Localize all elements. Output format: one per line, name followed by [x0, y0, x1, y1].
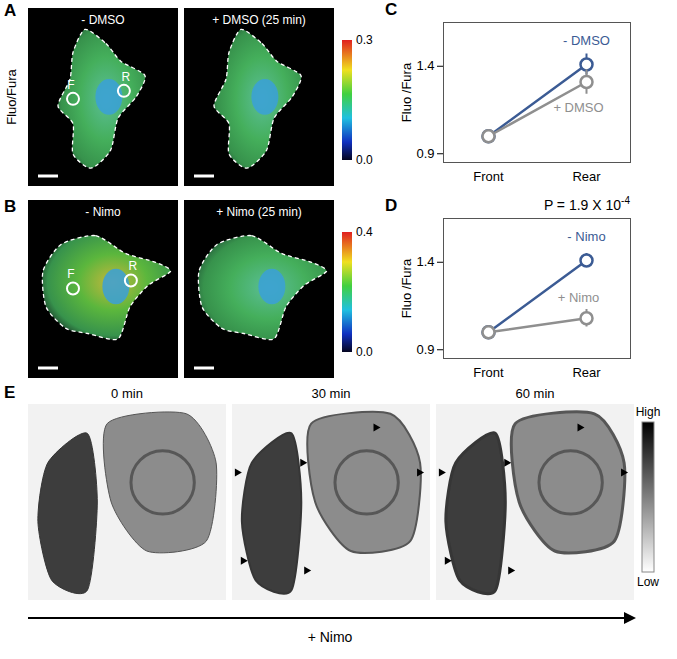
- svg-text:Front: Front: [473, 169, 504, 184]
- svg-text:- DMSO: - DMSO: [81, 13, 124, 27]
- svg-text:60 min: 60 min: [515, 386, 554, 401]
- svg-text:+ Nimo: + Nimo: [558, 290, 600, 305]
- svg-text:- Nimo: - Nimo: [567, 229, 605, 244]
- svg-text:- DMSO: - DMSO: [563, 33, 610, 48]
- svg-text:+ DMSO (25 min): + DMSO (25 min): [212, 13, 306, 27]
- svg-text:0.3: 0.3: [356, 33, 373, 47]
- svg-text:0.4: 0.4: [356, 225, 373, 239]
- svg-text:Fluo /Fura: Fluo /Fura: [399, 258, 414, 318]
- svg-text:F: F: [67, 78, 74, 92]
- svg-text:Fluo/Fura: Fluo/Fura: [4, 68, 19, 124]
- svg-text:0 min: 0 min: [111, 386, 143, 401]
- svg-text:1.4: 1.4: [416, 58, 434, 73]
- svg-text:0.9: 0.9: [416, 146, 434, 161]
- html-text:D: D: [385, 196, 398, 215]
- svg-text:- Nimo: - Nimo: [85, 205, 121, 219]
- svg-text:0.0: 0.0: [356, 345, 373, 359]
- svg-text:B: B: [4, 197, 16, 216]
- svg-text:R: R: [129, 259, 138, 273]
- svg-text:1.4: 1.4: [416, 254, 434, 269]
- svg-text:0.9: 0.9: [416, 342, 434, 357]
- svg-text:Low: Low: [637, 575, 659, 589]
- svg-text:0.0: 0.0: [356, 153, 373, 167]
- html-text:C: C: [385, 0, 398, 19]
- svg-text:Rear: Rear: [572, 169, 601, 184]
- svg-text:P = 1.9 X 10-4: P = 1.9 X 10-4: [544, 195, 631, 213]
- svg-text:Rear: Rear: [572, 365, 601, 380]
- svg-text:+ Nimo: + Nimo: [308, 629, 353, 645]
- svg-text:30 min: 30 min: [311, 386, 350, 401]
- svg-text:R: R: [122, 70, 131, 84]
- svg-text:Fluo /Fura: Fluo /Fura: [399, 62, 414, 122]
- svg-text:A: A: [4, 1, 16, 20]
- svg-text:E: E: [4, 383, 15, 402]
- svg-text:F: F: [67, 267, 74, 281]
- svg-text:+ Nimo (25 min): + Nimo (25 min): [216, 205, 302, 219]
- svg-text:High: High: [636, 405, 661, 419]
- svg-text:Front: Front: [473, 365, 504, 380]
- svg-text:+ DMSO: + DMSO: [553, 100, 603, 115]
